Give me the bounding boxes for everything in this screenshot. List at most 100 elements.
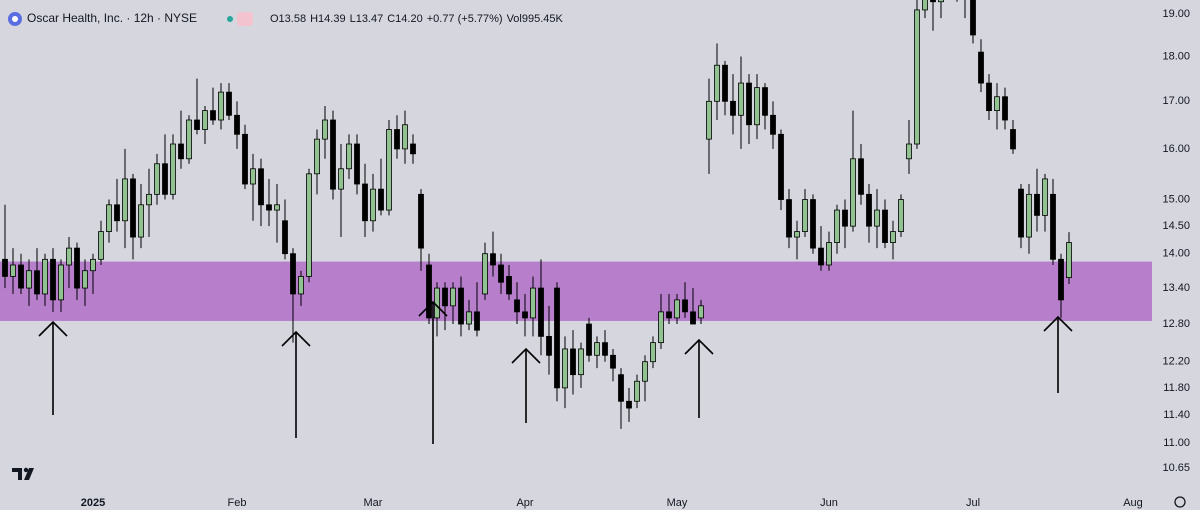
candle-body: [498, 264, 504, 283]
candle-body: [298, 276, 304, 295]
candle-body: [354, 143, 360, 185]
candle-body: [674, 299, 680, 319]
candle-body: [1042, 178, 1048, 216]
candle-body: [546, 335, 552, 356]
candle-body: [74, 247, 80, 289]
candle-body: [538, 287, 544, 337]
y-tick-label: 18.00: [1162, 50, 1190, 62]
candle-body: [994, 96, 1000, 112]
candle-body: [474, 311, 480, 331]
candle-body: [514, 299, 520, 313]
readout-value: +0.77 (+5.77%): [427, 13, 503, 25]
candle-body: [522, 311, 528, 319]
candle-body: [602, 342, 608, 356]
candle-body: [746, 82, 752, 126]
candle-body: [394, 129, 400, 150]
candle-body: [370, 188, 376, 222]
candle-body: [18, 264, 24, 289]
candle-body: [714, 64, 720, 102]
candle-body: [906, 143, 912, 160]
y-tick-label: 19.00: [1162, 8, 1190, 20]
candle-body: [2, 258, 8, 277]
candle-body: [250, 168, 256, 185]
candle-body: [154, 163, 160, 195]
ohlc-readout: O13.58 H14.39 L13.47 C14.20 +0.77 (+5.77%) Vo…: [270, 13, 563, 25]
candle-body: [706, 100, 712, 140]
candle-body: [226, 91, 232, 116]
tv-logo-dot: [23, 467, 29, 473]
x-tick-label: Feb: [228, 497, 247, 509]
candle-body: [322, 119, 328, 140]
candle-body: [554, 287, 560, 389]
candle-body: [114, 204, 120, 222]
y-tick-label: 11.00: [1163, 437, 1190, 449]
candle-body: [586, 323, 592, 356]
candle-body: [930, 0, 936, 3]
candle-body: [1002, 96, 1008, 121]
candle-body: [810, 199, 816, 249]
status-dot: [227, 16, 233, 22]
tv-logo: [12, 468, 34, 480]
candle-body: [418, 193, 424, 249]
candle-body: [722, 64, 728, 102]
candle-body: [330, 119, 336, 190]
candles: [2, 0, 1072, 429]
x-tick-label: Mar: [364, 497, 383, 509]
candle-body: [658, 311, 664, 344]
arrows: [38, 300, 1073, 444]
x-tick-label: Apr: [516, 497, 533, 509]
candle-body: [458, 287, 464, 325]
candle-body: [106, 204, 112, 232]
candle-body: [490, 253, 496, 266]
candle-body: [938, 0, 944, 3]
y-tick-label: 11.40: [1163, 409, 1190, 421]
candle-body: [802, 199, 808, 232]
candle-body: [218, 91, 224, 121]
candle-body: [426, 264, 432, 319]
header: Oscar Health, Inc. · 12h · NYSE O13.58 H1…: [8, 11, 563, 26]
y-tick-label: 17.00: [1162, 95, 1190, 107]
candle-body: [562, 348, 568, 389]
y-tick-label: 16.00: [1162, 143, 1190, 155]
candle-body: [922, 0, 928, 11]
candle-body: [378, 188, 384, 211]
arrow: [418, 300, 448, 444]
candle-body: [58, 264, 64, 301]
logo: [12, 467, 34, 480]
candle-body: [986, 82, 992, 112]
readout-value: C14.20: [387, 13, 422, 25]
arrow: [511, 347, 541, 423]
y-tick-label: 12.20: [1162, 356, 1190, 368]
candle-body: [882, 209, 888, 243]
y-tick-label: 14.50: [1162, 220, 1190, 232]
candle-body: [978, 51, 984, 84]
candle-body: [258, 168, 264, 206]
candle-body: [898, 199, 904, 232]
candle-body: [1034, 193, 1040, 216]
settings-icon[interactable]: [1174, 496, 1186, 508]
candle-body: [1018, 188, 1024, 238]
candle-body: [698, 305, 704, 319]
candle-body: [146, 193, 152, 206]
candle-body: [210, 110, 216, 121]
candle-body: [578, 348, 584, 376]
candle-body: [1066, 242, 1072, 278]
candle-body: [866, 193, 872, 227]
candle-body: [914, 9, 920, 145]
x-tick-label: May: [667, 497, 688, 509]
arrow: [281, 330, 311, 438]
candle-body: [202, 110, 208, 130]
readout-value: H14.39: [310, 13, 345, 25]
candle-body: [242, 133, 248, 185]
candle-body: [626, 400, 632, 409]
y-tick-label: 10.65: [1162, 462, 1190, 474]
y-tick-label: 13.40: [1162, 282, 1190, 294]
x-tick-label: 2025: [81, 497, 105, 509]
candle-body: [818, 247, 824, 266]
candle-body: [434, 287, 440, 319]
candle-body: [650, 342, 656, 363]
candle-body: [234, 114, 240, 135]
y-tick-label: 11.80: [1163, 382, 1190, 394]
candle-body: [754, 87, 760, 126]
